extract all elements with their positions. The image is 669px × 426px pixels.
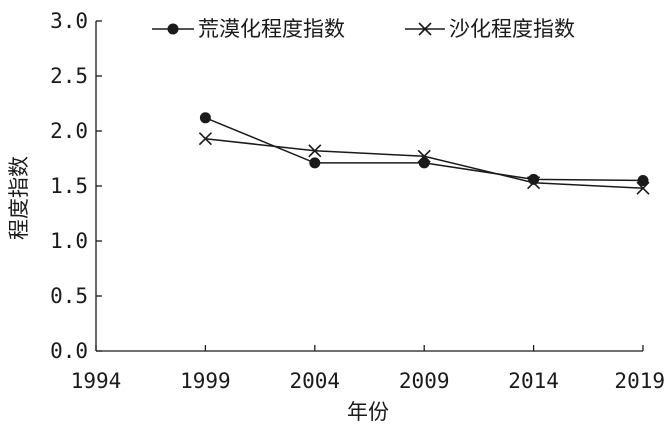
x-axis-label: 年份 bbox=[347, 400, 389, 424]
data-point bbox=[527, 176, 541, 190]
marker-stroke bbox=[198, 132, 212, 146]
axes bbox=[95, 21, 643, 352]
series-1 bbox=[199, 112, 649, 186]
data-point bbox=[309, 157, 321, 169]
legend-item-2: 沙化程度指数 bbox=[405, 17, 575, 41]
y-tick-label: 2.0 bbox=[50, 119, 88, 143]
series-2 bbox=[198, 132, 650, 195]
data-point bbox=[636, 181, 650, 195]
legend-label: 荒漠化程度指数 bbox=[198, 17, 345, 41]
legend-item-1: 荒漠化程度指数 bbox=[152, 17, 345, 41]
y-tick-label: 3.0 bbox=[50, 9, 88, 33]
legend-label: 沙化程度指数 bbox=[449, 17, 575, 41]
x-tick-label: 1999 bbox=[180, 369, 231, 393]
x-tick-label: 2014 bbox=[508, 369, 559, 393]
marker-stroke bbox=[417, 149, 431, 163]
legend-marker bbox=[167, 23, 179, 35]
y-axis-label: 程度指数 bbox=[7, 156, 31, 240]
marker-stroke bbox=[418, 22, 432, 36]
legend-marker bbox=[418, 22, 432, 36]
y-ticks: 0.0 0.5 1.0 1.5 2.0 2.5 3.0 bbox=[50, 9, 102, 363]
y-tick-label: 1.0 bbox=[50, 229, 88, 253]
x-ticks: 1994 1999 2004 2009 2014 2019 bbox=[71, 345, 665, 393]
marker-stroke bbox=[527, 176, 541, 190]
x-tick-label: 2019 bbox=[614, 369, 665, 393]
y-tick-label: 0.0 bbox=[50, 339, 88, 363]
legend: 荒漠化程度指数 沙化程度指数 bbox=[152, 17, 575, 41]
marker-stroke bbox=[636, 181, 650, 195]
series-line bbox=[205, 117, 644, 182]
y-tick-label: 1.5 bbox=[50, 174, 88, 198]
marker-stroke bbox=[308, 144, 322, 158]
x-tick-label: 1994 bbox=[71, 369, 122, 393]
series-group bbox=[198, 112, 650, 195]
data-point bbox=[308, 144, 322, 158]
data-point bbox=[637, 175, 649, 186]
data-point bbox=[199, 112, 211, 124]
data-point bbox=[198, 132, 212, 146]
y-tick-label: 2.5 bbox=[50, 64, 88, 88]
x-tick-label: 2009 bbox=[399, 369, 450, 393]
data-point bbox=[417, 149, 431, 163]
x-tick-label: 2004 bbox=[290, 369, 341, 393]
y-tick-label: 0.5 bbox=[50, 284, 88, 308]
